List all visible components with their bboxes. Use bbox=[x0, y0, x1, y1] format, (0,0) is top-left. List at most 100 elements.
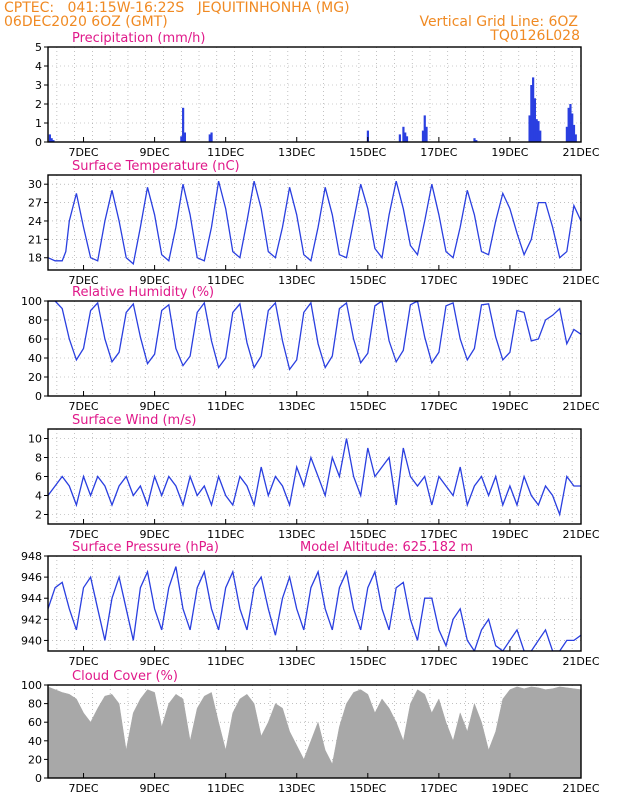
cloud-ytick-label: 0 bbox=[35, 772, 42, 785]
precip-bar bbox=[183, 132, 187, 142]
rh-panel: Relative Humidity (%) 0 20 40 60 80 100 7DEC 9DE… bbox=[21, 285, 600, 413]
station-line: CPTEC: 041:15W-16:22S JEQUITINHONHA (MG) bbox=[4, 0, 350, 16]
precip-bar bbox=[569, 104, 572, 142]
precip-bar bbox=[572, 124, 576, 142]
precip-ytick-label: 1 bbox=[35, 117, 42, 130]
cloud-ytick-label: 100 bbox=[21, 679, 42, 692]
precip-bar bbox=[421, 130, 425, 142]
rh-xtick-label: 21DEC bbox=[562, 400, 599, 413]
wind-xtick-label: 11DEC bbox=[207, 528, 244, 541]
temp-ytick-label: 30 bbox=[28, 178, 42, 191]
model-id: TQ0126L028 bbox=[490, 28, 580, 44]
precip-bar bbox=[208, 134, 211, 142]
precip-xtick-label: 13DEC bbox=[278, 146, 315, 159]
cloud-xtick-label: 9DEC bbox=[140, 782, 170, 795]
temp-series bbox=[48, 180, 581, 266]
temp-xtick-label: 21DEC bbox=[562, 274, 599, 287]
pressure-ytick-label: 944 bbox=[21, 592, 42, 605]
wind-ytick-label: 6 bbox=[35, 471, 42, 484]
wind-title: Surface Wind (m/s) bbox=[72, 413, 196, 428]
precip-bar bbox=[405, 136, 409, 142]
precip-bar bbox=[402, 126, 405, 142]
pressure-xtick-label: 21DEC bbox=[562, 655, 599, 668]
pressure-ytick-label: 946 bbox=[21, 571, 42, 584]
precip-bar bbox=[182, 107, 185, 142]
precip-series bbox=[48, 77, 577, 142]
cloud-xtick-label: 21DEC bbox=[562, 782, 599, 795]
cloud-frame bbox=[47, 684, 582, 779]
rh-xtick-label: 7DEC bbox=[68, 400, 98, 413]
pressure-xtick-label: 7DEC bbox=[68, 655, 98, 668]
temp-xtick-label: 9DEC bbox=[140, 274, 170, 287]
pressure-xtick-label: 11DEC bbox=[207, 655, 244, 668]
cloud-panel: Cloud Cover (%) 0 20 40 60 80 100 7DEC 9DEC 11DEC… bbox=[21, 669, 600, 795]
precip-bar bbox=[398, 134, 401, 142]
rh-title: Relative Humidity (%) bbox=[72, 285, 214, 300]
precip-bar bbox=[473, 138, 476, 142]
precip-bar bbox=[404, 132, 407, 142]
temp-xtick-label: 7DEC bbox=[68, 274, 98, 287]
precip-bar bbox=[366, 130, 369, 142]
precip-bar bbox=[528, 115, 531, 142]
precip-bar bbox=[539, 130, 542, 142]
rh-xtick-label: 15DEC bbox=[349, 400, 386, 413]
wind-xtick-label: 7DEC bbox=[68, 528, 98, 541]
precip-panel: Precipitation (mm/h) 0 1 2 3 4 5 7DEC 9DEC 11DEC 1… bbox=[35, 31, 600, 159]
pressure-panel: Surface Pressure (hPa) Model Altitude: 62… bbox=[21, 540, 600, 668]
rh-ytick-label: 80 bbox=[28, 314, 42, 327]
cloud-ytick-label: 60 bbox=[28, 716, 42, 729]
precip-bar bbox=[530, 85, 533, 142]
cloud-ytick-label: 80 bbox=[28, 698, 42, 711]
precip-bar bbox=[532, 77, 535, 142]
rh-xtick-label: 13DEC bbox=[278, 400, 315, 413]
precip-ytick-label: 3 bbox=[35, 79, 42, 92]
temp-ytick-label: 21 bbox=[28, 233, 42, 246]
precip-title: Precipitation (mm/h) bbox=[72, 31, 205, 46]
cloud-ytick-label: 20 bbox=[28, 753, 42, 766]
temp-title: Surface Temperature (nC) bbox=[72, 159, 240, 174]
pressure-ytick-label: 948 bbox=[21, 550, 42, 563]
cloud-area bbox=[48, 686, 581, 778]
rh-xtick-label: 17DEC bbox=[420, 400, 457, 413]
wind-ytick-label: 10 bbox=[28, 433, 42, 446]
pressure-frame bbox=[47, 555, 582, 652]
temp-panel: Surface Temperature (nC) 18 21 24 27 30 7DEC 9D… bbox=[28, 159, 600, 287]
precip-bar bbox=[537, 121, 540, 142]
pressure-ytick-label: 940 bbox=[21, 634, 42, 647]
precip-xtick-label: 7DEC bbox=[68, 146, 98, 159]
rh-ytick-label: 60 bbox=[28, 333, 42, 346]
rh-series bbox=[48, 301, 581, 371]
wind-xtick-label: 19DEC bbox=[491, 528, 528, 541]
temp-ytick-label: 27 bbox=[28, 197, 42, 210]
temp-xtick-label: 13DEC bbox=[278, 274, 315, 287]
precip-xtick-label: 19DEC bbox=[491, 146, 528, 159]
rh-frame bbox=[47, 300, 582, 397]
wind-xtick-label: 17DEC bbox=[420, 528, 457, 541]
cloud-xtick-label: 7DEC bbox=[68, 782, 98, 795]
precip-bar bbox=[210, 132, 213, 142]
wind-xtick-label: 21DEC bbox=[562, 528, 599, 541]
rh-xtick-label: 11DEC bbox=[207, 400, 244, 413]
rh-ytick-label: 100 bbox=[21, 295, 42, 308]
pressure-ytick-label: 942 bbox=[21, 613, 42, 626]
pressure-xtick-label: 9DEC bbox=[140, 655, 170, 668]
wind-xtick-label: 9DEC bbox=[140, 528, 170, 541]
wind-series bbox=[48, 438, 581, 517]
precip-bar bbox=[567, 107, 570, 142]
pressure-annotation: Model Altitude: 625.182 m bbox=[300, 540, 473, 555]
rh-xtick-label: 19DEC bbox=[491, 400, 528, 413]
precip-bar bbox=[533, 98, 537, 142]
pressure-xtick-label: 15DEC bbox=[349, 655, 386, 668]
pressure-xtick-label: 13DEC bbox=[278, 655, 315, 668]
temp-xtick-label: 17DEC bbox=[420, 274, 457, 287]
cloud-series bbox=[48, 686, 581, 778]
cloud-xtick-label: 19DEC bbox=[491, 782, 528, 795]
precip-bar bbox=[423, 115, 426, 142]
precip-bar bbox=[535, 119, 538, 142]
pressure-line bbox=[48, 566, 581, 651]
temp-line bbox=[48, 180, 581, 266]
precip-bar bbox=[52, 140, 55, 142]
wind-line bbox=[48, 438, 581, 517]
precip-xtick-label: 17DEC bbox=[420, 146, 457, 159]
